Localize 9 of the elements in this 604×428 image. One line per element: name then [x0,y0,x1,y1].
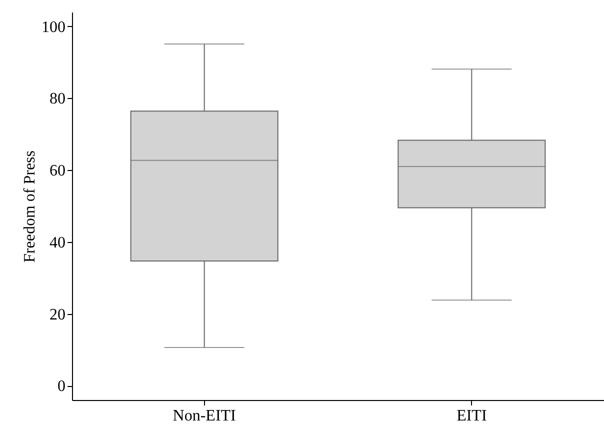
y-tick-label: 80 [50,90,66,108]
y-tick-label: 20 [50,306,66,324]
y-tick-label: 100 [42,18,66,36]
y-axis-title: Freedom of Press [22,150,38,262]
y-tick-label: 60 [50,162,66,180]
y-tick-label: 40 [50,234,66,252]
x-tick-label: Non-EITI [172,408,236,424]
y-tick-label: 0 [58,378,66,396]
x-tick-label: EITI [456,408,487,424]
